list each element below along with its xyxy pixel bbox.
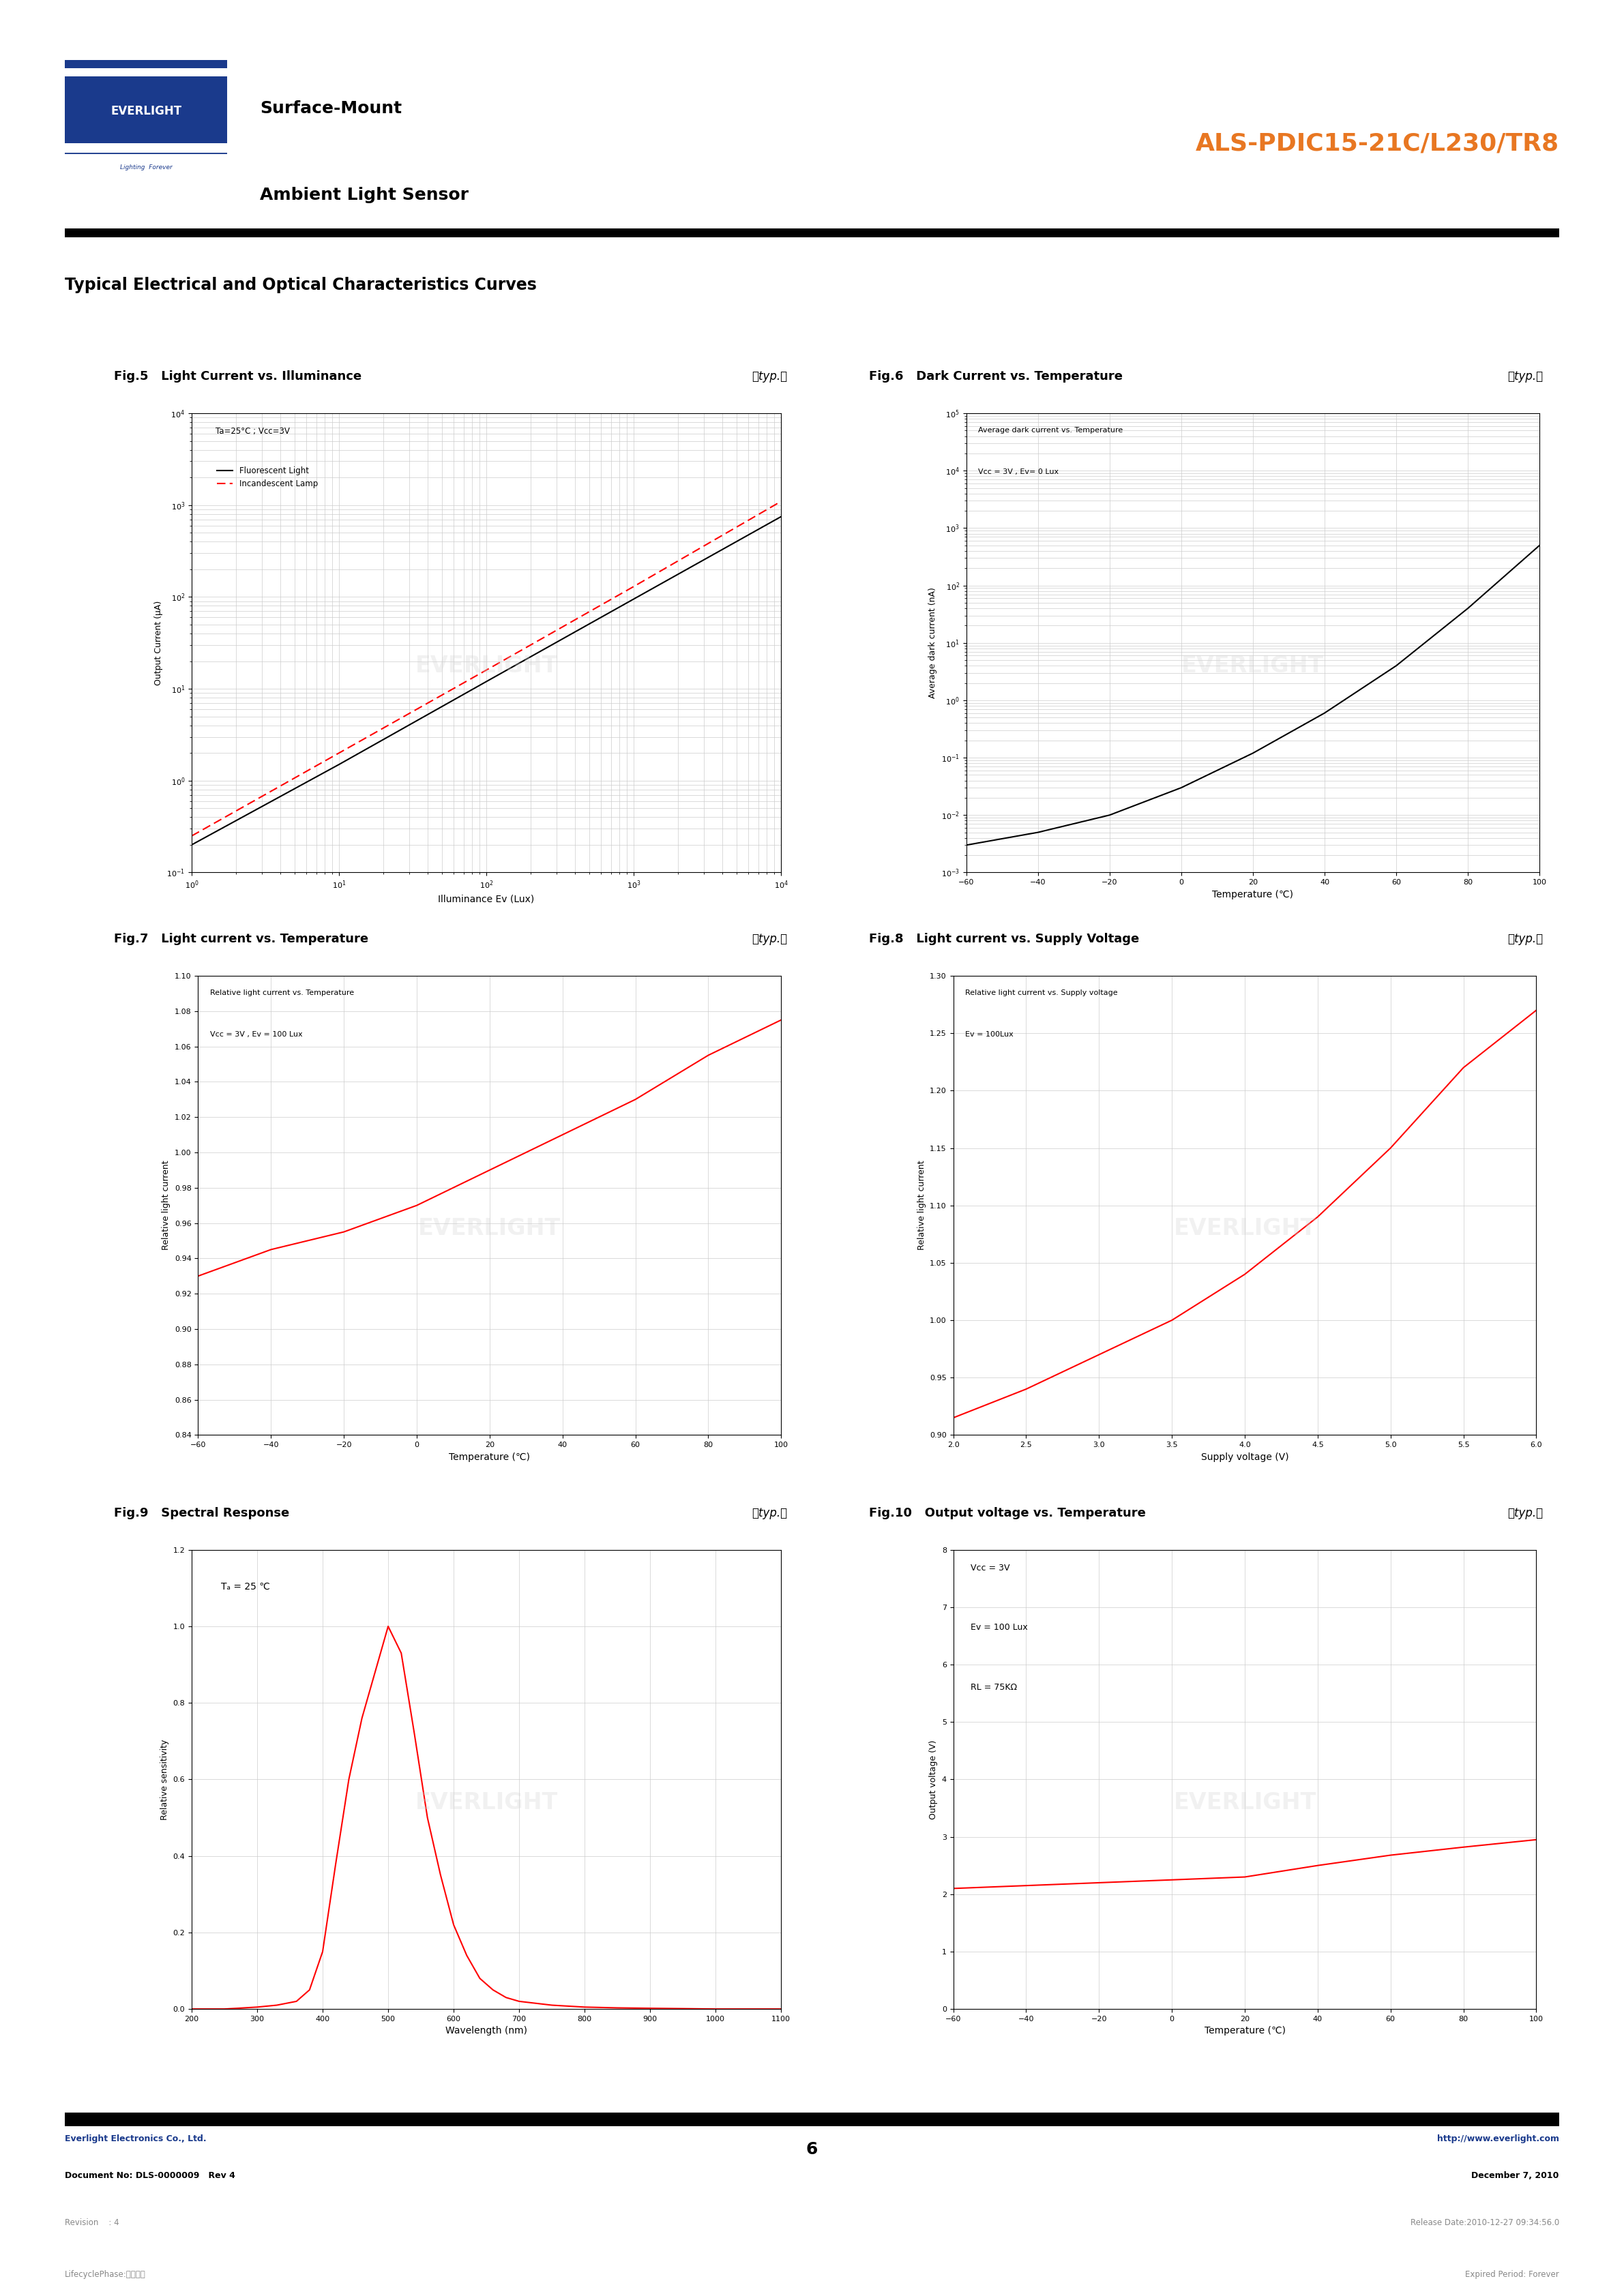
Text: Ev = 100Lux: Ev = 100Lux xyxy=(965,1031,1013,1038)
Text: Relative light current vs. Supply voltage: Relative light current vs. Supply voltag… xyxy=(965,990,1117,996)
Bar xyxy=(65,142,227,154)
X-axis label: Temperature (℃): Temperature (℃) xyxy=(1205,2027,1285,2037)
Y-axis label: Output voltage (V): Output voltage (V) xyxy=(929,1740,939,1818)
Text: （typ.）: （typ.） xyxy=(1507,370,1543,383)
Text: Lighting  Forever: Lighting Forever xyxy=(120,163,172,170)
X-axis label: Illuminance Ev (Lux): Illuminance Ev (Lux) xyxy=(438,893,534,905)
Text: Everlight Electronics Co., Ltd.: Everlight Electronics Co., Ltd. xyxy=(65,2135,206,2142)
Text: Vcc = 3V , Ev = 100 Lux: Vcc = 3V , Ev = 100 Lux xyxy=(209,1031,302,1038)
Text: EVERLIGHT: EVERLIGHT xyxy=(1174,1791,1315,1814)
Text: Average dark current vs. Temperature: Average dark current vs. Temperature xyxy=(978,427,1122,434)
FancyBboxPatch shape xyxy=(65,60,227,154)
Text: Ambient Light Sensor: Ambient Light Sensor xyxy=(260,186,469,202)
Text: （typ.）: （typ.） xyxy=(1507,932,1543,946)
Text: EVERLIGHT: EVERLIGHT xyxy=(110,106,182,117)
Text: 6: 6 xyxy=(806,2140,818,2158)
Text: Vcc = 3V: Vcc = 3V xyxy=(971,1564,1010,1573)
Text: （typ.）: （typ.） xyxy=(1507,1506,1543,1520)
Text: Ev = 100 Lux: Ev = 100 Lux xyxy=(971,1623,1028,1632)
Text: http://www.everlight.com: http://www.everlight.com xyxy=(1437,2135,1559,2142)
Text: Ta=25°C ; Vcc=3V: Ta=25°C ; Vcc=3V xyxy=(216,427,289,436)
Y-axis label: Relative light current: Relative light current xyxy=(162,1159,171,1251)
Text: Relative light current vs. Temperature: Relative light current vs. Temperature xyxy=(209,990,354,996)
Text: Fig.5   Light Current vs. Illuminance: Fig.5 Light Current vs. Illuminance xyxy=(114,370,362,383)
Y-axis label: Average dark current (nA): Average dark current (nA) xyxy=(929,588,937,698)
Text: ALS-PDIC15-21C/L230/TR8: ALS-PDIC15-21C/L230/TR8 xyxy=(1195,131,1559,156)
Y-axis label: Relative light current: Relative light current xyxy=(918,1159,926,1251)
Text: EVERLIGHT: EVERLIGHT xyxy=(1182,654,1324,677)
Text: Fig.6   Dark Current vs. Temperature: Fig.6 Dark Current vs. Temperature xyxy=(869,370,1122,383)
Y-axis label: Relative sensitivity: Relative sensitivity xyxy=(161,1738,169,1821)
Text: LifecyclePhase:正式發行: LifecyclePhase:正式發行 xyxy=(65,2271,146,2278)
Text: Revision    : 4: Revision : 4 xyxy=(65,2218,119,2227)
X-axis label: Temperature (℃): Temperature (℃) xyxy=(450,1453,529,1463)
Text: Surface-Mount: Surface-Mount xyxy=(260,101,401,117)
Text: （typ.）: （typ.） xyxy=(752,1506,788,1520)
Text: December 7, 2010: December 7, 2010 xyxy=(1471,2172,1559,2179)
X-axis label: Wavelength (nm): Wavelength (nm) xyxy=(445,2027,528,2037)
Text: （typ.）: （typ.） xyxy=(752,932,788,946)
Text: EVERLIGHT: EVERLIGHT xyxy=(1174,1217,1315,1240)
Text: RL = 75KΩ: RL = 75KΩ xyxy=(971,1683,1017,1692)
Bar xyxy=(65,230,1559,239)
Text: EVERLIGHT: EVERLIGHT xyxy=(419,1217,560,1240)
Text: EVERLIGHT: EVERLIGHT xyxy=(416,1791,557,1814)
X-axis label: Supply voltage (V): Supply voltage (V) xyxy=(1200,1453,1289,1463)
Text: Typical Electrical and Optical Characteristics Curves: Typical Electrical and Optical Character… xyxy=(65,276,538,294)
Text: Fig.8   Light current vs. Supply Voltage: Fig.8 Light current vs. Supply Voltage xyxy=(869,932,1138,946)
Text: Fig.10   Output voltage vs. Temperature: Fig.10 Output voltage vs. Temperature xyxy=(869,1506,1145,1520)
Text: Fig.9   Spectral Response: Fig.9 Spectral Response xyxy=(114,1506,289,1520)
X-axis label: Temperature (℃): Temperature (℃) xyxy=(1213,891,1293,900)
Text: Fig.7   Light current vs. Temperature: Fig.7 Light current vs. Temperature xyxy=(114,932,369,946)
Legend: Fluorescent Light, Incandescent Lamp: Fluorescent Light, Incandescent Lamp xyxy=(213,464,322,491)
Text: Release Date:2010-12-27 09:34:56.0: Release Date:2010-12-27 09:34:56.0 xyxy=(1410,2218,1559,2227)
Text: Tₐ = 25 ℃: Tₐ = 25 ℃ xyxy=(221,1582,270,1591)
Text: Expired Period: Forever: Expired Period: Forever xyxy=(1465,2271,1559,2278)
Text: （typ.）: （typ.） xyxy=(752,370,788,383)
Text: Document No: DLS-0000009   Rev 4: Document No: DLS-0000009 Rev 4 xyxy=(65,2172,235,2179)
Text: Vcc = 3V , Ev= 0 Lux: Vcc = 3V , Ev= 0 Lux xyxy=(978,468,1059,475)
Y-axis label: Output Current (μA): Output Current (μA) xyxy=(154,602,162,684)
Text: EVERLIGHT: EVERLIGHT xyxy=(416,654,557,677)
Bar xyxy=(65,69,227,76)
